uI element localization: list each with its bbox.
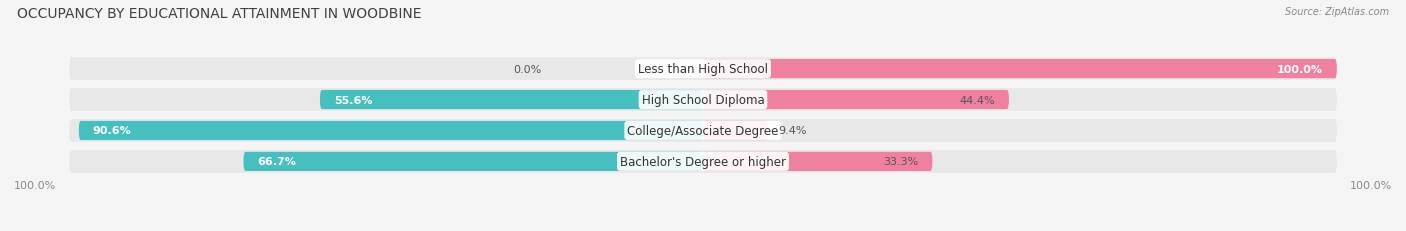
Text: 66.7%: 66.7% xyxy=(257,157,297,167)
Text: 33.3%: 33.3% xyxy=(883,157,918,167)
Text: College/Associate Degree: College/Associate Degree xyxy=(627,125,779,137)
Text: 100.0%: 100.0% xyxy=(14,180,56,190)
FancyBboxPatch shape xyxy=(69,150,1337,173)
Text: Less than High School: Less than High School xyxy=(638,63,768,76)
FancyBboxPatch shape xyxy=(69,58,1337,81)
Text: 44.4%: 44.4% xyxy=(959,95,995,105)
FancyBboxPatch shape xyxy=(69,119,1337,142)
Text: 0.0%: 0.0% xyxy=(513,64,541,74)
FancyBboxPatch shape xyxy=(321,91,703,110)
Text: 100.0%: 100.0% xyxy=(1350,180,1392,190)
FancyBboxPatch shape xyxy=(703,121,768,140)
FancyBboxPatch shape xyxy=(243,152,703,171)
Text: OCCUPANCY BY EDUCATIONAL ATTAINMENT IN WOODBINE: OCCUPANCY BY EDUCATIONAL ATTAINMENT IN W… xyxy=(17,7,422,21)
Text: 100.0%: 100.0% xyxy=(1277,64,1323,74)
Text: 9.4%: 9.4% xyxy=(778,126,807,136)
FancyBboxPatch shape xyxy=(703,60,1337,79)
Text: 55.6%: 55.6% xyxy=(333,95,373,105)
Text: Source: ZipAtlas.com: Source: ZipAtlas.com xyxy=(1285,7,1389,17)
Text: High School Diploma: High School Diploma xyxy=(641,94,765,106)
FancyBboxPatch shape xyxy=(703,152,932,171)
FancyBboxPatch shape xyxy=(703,91,1010,110)
Text: Bachelor's Degree or higher: Bachelor's Degree or higher xyxy=(620,155,786,168)
Text: 90.6%: 90.6% xyxy=(93,126,131,136)
FancyBboxPatch shape xyxy=(79,121,703,140)
FancyBboxPatch shape xyxy=(69,89,1337,112)
